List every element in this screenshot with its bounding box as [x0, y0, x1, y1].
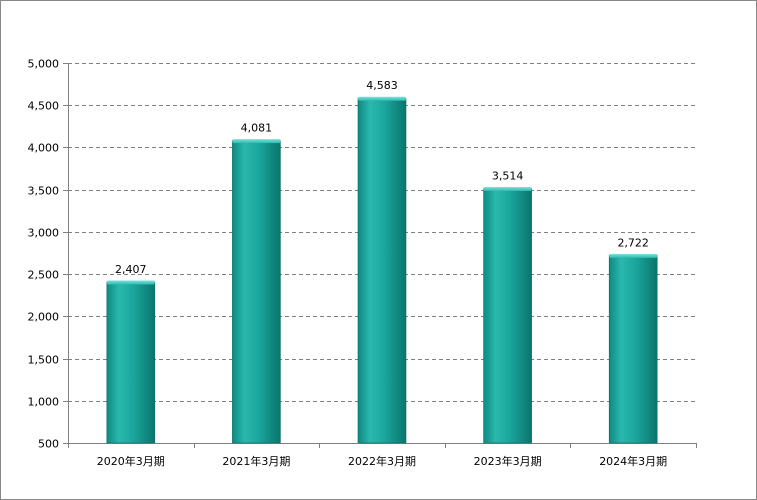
x-tick-label: 2020年3月期: [97, 454, 165, 468]
bar: [106, 281, 156, 444]
x-tick-label: 2023年3月期: [474, 454, 542, 468]
bar-cap: [483, 186, 532, 191]
y-tick-label: 1,000: [28, 396, 60, 409]
y-tick-label: 500: [38, 438, 59, 451]
labels: 500 1,000 1,500 2,000 2,500 3,000 3,500 4,000 4,…: [28, 58, 668, 469]
data-label: 2,407: [115, 263, 147, 276]
bar-cap: [609, 253, 658, 258]
x-tick-label: 2021年3月期: [222, 454, 290, 468]
y-tick-label: 4,000: [28, 142, 60, 155]
x-tick-label: 2022年3月期: [348, 454, 416, 468]
data-label: 4,081: [241, 122, 273, 135]
data-label: 4,583: [366, 79, 398, 92]
x-tick-label: 2024年3月期: [599, 454, 667, 468]
bar: [483, 188, 532, 444]
y-tick-label: 3,500: [28, 185, 60, 198]
bar-cap: [106, 280, 155, 285]
bar-cap: [232, 139, 281, 144]
bar-cap: [358, 96, 406, 101]
data-label: 2,722: [617, 236, 649, 249]
data-label: 3,514: [492, 169, 524, 182]
y-tick-label: 2,500: [28, 269, 60, 282]
y-tick-label: 4,500: [28, 100, 60, 113]
y-tick-label: 3,000: [28, 227, 60, 240]
bars: [106, 96, 658, 444]
bar: [232, 140, 281, 444]
y-tick-label: 2,000: [28, 311, 60, 324]
y-tick-label: 5,000: [28, 58, 60, 71]
axes: [63, 63, 697, 448]
y-tick-label: 1,500: [28, 354, 60, 367]
bar: [357, 97, 407, 444]
bar: [608, 255, 658, 444]
